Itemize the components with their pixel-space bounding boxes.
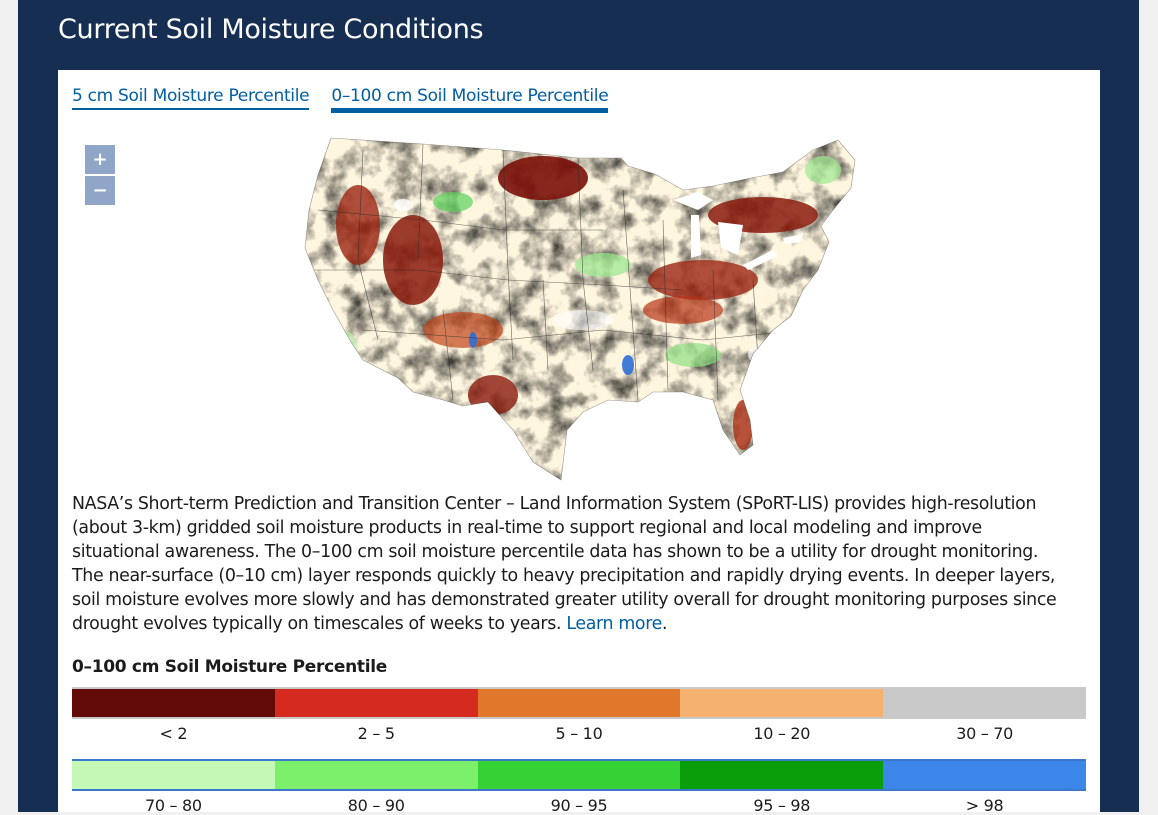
legend-item: 70 – 80	[72, 759, 275, 815]
legend-row-dry: < 2 2 – 5 5 – 10 10 – 20 30 – 70	[72, 687, 1086, 743]
soil-moisture-map[interactable]	[303, 130, 858, 490]
legend-label: 10 – 20	[753, 724, 811, 743]
tab-5cm[interactable]: 5 cm Soil Moisture Percentile	[72, 86, 310, 110]
legend-swatch	[274, 759, 478, 791]
zoom-in-button[interactable]: +	[85, 145, 115, 174]
legend-label: 30 – 70	[956, 724, 1013, 743]
legend-item: 2 – 5	[274, 687, 478, 743]
legend-item: 90 – 95	[477, 759, 681, 815]
legend-swatch	[72, 759, 275, 791]
legend-label: 5 – 10	[555, 724, 603, 743]
legend-item: 30 – 70	[883, 687, 1086, 743]
legend-swatch	[72, 687, 275, 719]
legend-label: 95 – 98	[753, 796, 811, 815]
legend-swatch	[477, 687, 681, 719]
content-card: 5 cm Soil Moisture Percentile 0–100 cm S…	[58, 70, 1100, 815]
legend-swatch	[274, 687, 478, 719]
legend-item: 95 – 98	[680, 759, 884, 815]
legend-item: 5 – 10	[477, 687, 681, 743]
legend-label: 70 – 80	[145, 796, 202, 815]
legend-swatch	[680, 687, 884, 719]
legend-label: < 2	[159, 724, 188, 743]
legend-item: > 98	[883, 759, 1086, 815]
legend-item: 10 – 20	[680, 687, 884, 743]
legend-label: 80 – 90	[347, 796, 405, 815]
legend-label: 90 – 95	[550, 796, 608, 815]
legend-label: 2 – 5	[357, 724, 395, 743]
tab-bar: 5 cm Soil Moisture Percentile 0–100 cm S…	[72, 86, 609, 110]
legend-row-wet: 70 – 80 80 – 90 90 – 95 95 – 98 > 98	[72, 759, 1086, 815]
description-text: NASA’s Short-term Prediction and Transit…	[72, 494, 1057, 634]
zoom-controls: + −	[85, 145, 115, 207]
legend-item: < 2	[72, 687, 275, 743]
description-paragraph: NASA’s Short-term Prediction and Transit…	[72, 492, 1072, 636]
zoom-out-button[interactable]: −	[85, 176, 115, 205]
legend-title: 0–100 cm Soil Moisture Percentile	[72, 657, 388, 677]
legend-item: 80 – 90	[274, 759, 478, 815]
legend-label: > 98	[965, 796, 1004, 815]
learn-more-link[interactable]: Learn more	[566, 614, 662, 634]
map-fill	[305, 138, 855, 480]
main-panel: Current Soil Moisture Conditions 5 cm So…	[18, 0, 1139, 815]
legend-swatch	[680, 759, 884, 791]
description-trailing: .	[662, 614, 668, 634]
tab-0-100cm[interactable]: 0–100 cm Soil Moisture Percentile	[331, 86, 609, 110]
page-title: Current Soil Moisture Conditions	[58, 14, 484, 45]
legend-swatch	[883, 687, 1086, 719]
legend-swatch	[883, 759, 1086, 791]
legend-swatch	[477, 759, 681, 791]
